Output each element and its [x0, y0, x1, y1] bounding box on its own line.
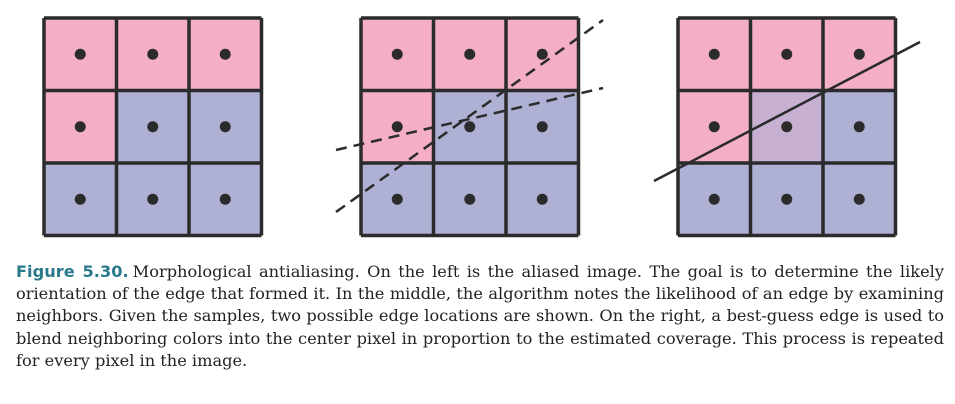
sample-dot — [391, 48, 403, 60]
sample-dot — [219, 193, 231, 205]
sample-dot — [708, 121, 720, 133]
possible-edge-line — [335, 18, 604, 214]
figure — [42, 16, 921, 238]
sample-dot — [536, 121, 548, 133]
figure-label: Figure 5.30. — [16, 262, 129, 281]
figure-caption: Figure 5.30. Morphological antialiasing. … — [16, 261, 944, 372]
sample-dot — [391, 193, 403, 205]
sample-dot — [74, 193, 86, 205]
sample-dot — [781, 193, 793, 205]
best-guess-edge-line — [653, 40, 921, 183]
sample-dot — [147, 193, 159, 205]
sample-dot — [464, 48, 476, 60]
sample-dot — [536, 193, 548, 205]
sample-dot — [74, 48, 86, 60]
panel-aliased-image — [42, 16, 264, 238]
sample-dot — [853, 193, 865, 205]
sample-dot — [74, 121, 86, 133]
caption-text: Morphological antialiasing. On the left … — [16, 262, 945, 370]
sample-dot — [708, 193, 720, 205]
sample-dot — [708, 48, 720, 60]
sample-dot — [536, 48, 548, 60]
sample-dot — [391, 121, 403, 133]
possible-edge-line — [335, 86, 604, 152]
sample-dot — [853, 121, 865, 133]
sample-dot — [464, 193, 476, 205]
sample-dot — [781, 121, 793, 133]
sample-dot — [464, 121, 476, 133]
sample-dot — [147, 48, 159, 60]
sample-dot — [147, 121, 159, 133]
sample-dot — [219, 48, 231, 60]
panel-possible-edges — [335, 16, 604, 238]
sample-dot — [853, 48, 865, 60]
sample-dot — [781, 48, 793, 60]
sample-dot — [219, 121, 231, 133]
panel-best-guess-edge — [653, 16, 921, 238]
